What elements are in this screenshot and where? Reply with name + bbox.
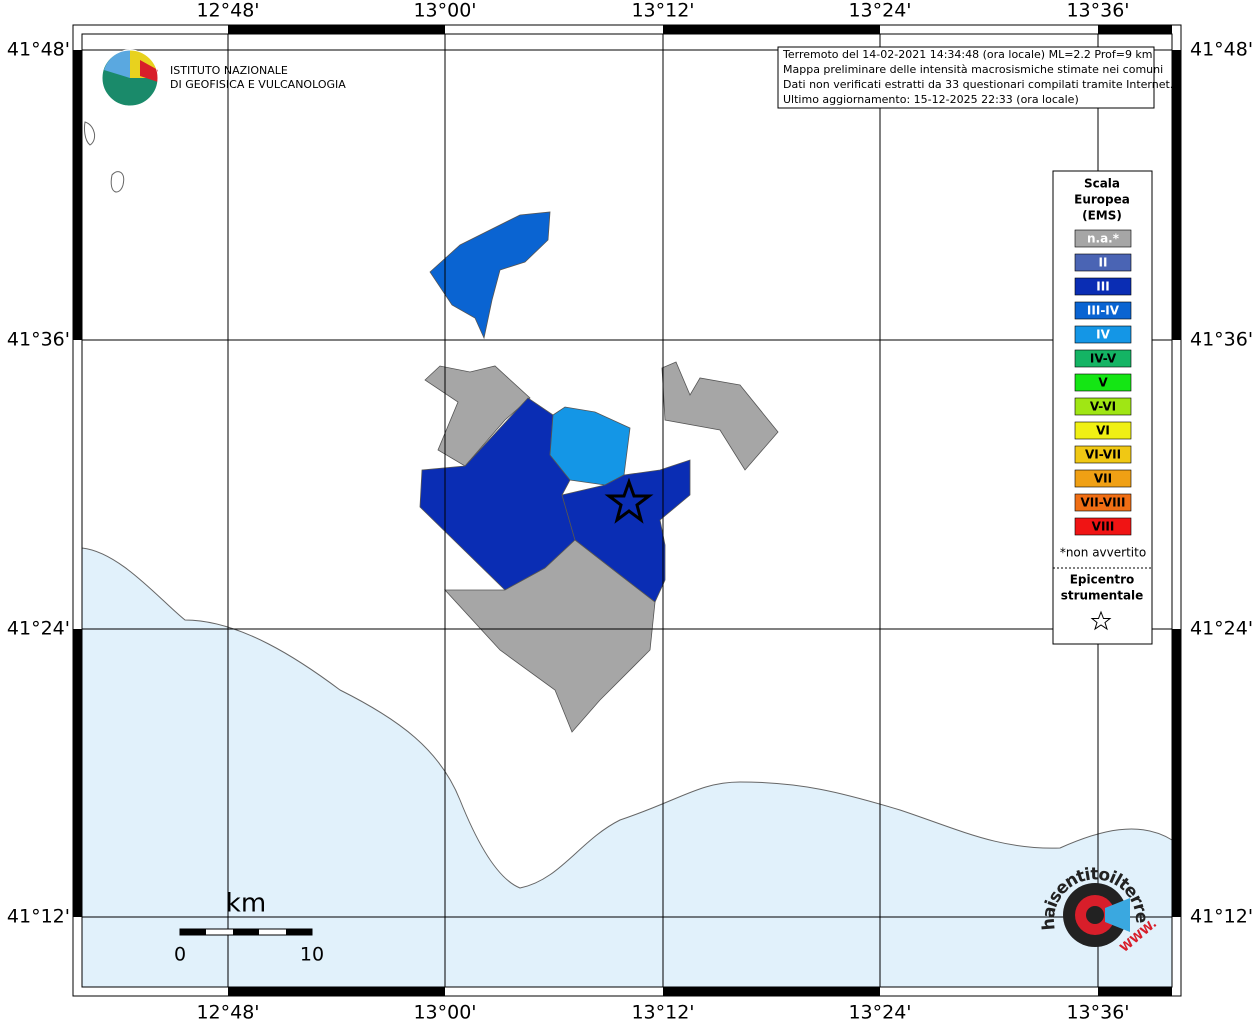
info-box: Terremoto del 14-02-2021 14:34:48 (ora l…: [777, 46, 1173, 109]
sea: [81, 547, 1173, 988]
legend-label: IV: [1096, 328, 1110, 342]
legend-label: V-VI: [1090, 400, 1116, 414]
lon-label: 12°48': [196, 0, 259, 22]
legend-swatch: [1074, 493, 1132, 512]
legend-note: *non avvertito: [1060, 546, 1146, 560]
lat-label: 41°24': [1190, 618, 1253, 640]
lon-label: 13°12': [631, 1002, 694, 1024]
legend-label: VI-VII: [1085, 448, 1121, 462]
lat-label: 41°24': [7, 618, 70, 640]
legend-title: Europea: [1074, 193, 1130, 207]
legend-swatch: [1074, 325, 1132, 344]
lat-label: 41°36': [7, 329, 70, 351]
lat-label: 41°12': [7, 906, 70, 928]
lon-label: 13°12': [631, 0, 694, 22]
info-line: Terremoto del 14-02-2021 14:34:48 (ora l…: [782, 48, 1153, 61]
legend: ScalaEuropea(EMS)n.a.*IIIIIIII-IVIVIV-VV…: [1052, 170, 1153, 645]
legend-label: IV-V: [1090, 352, 1117, 366]
island: [84, 121, 96, 146]
legend-epicenter-title: Epicentro: [1070, 573, 1135, 587]
logo: ISTITUTO NAZIONALE DI GEOFISICA E VULCAN…: [101, 49, 346, 107]
lat-label: 41°36': [1190, 329, 1253, 351]
scale-label: 0: [174, 944, 186, 966]
legend-label: III: [1096, 280, 1109, 294]
axis-labels: 12°48' 12°48' 13°00' 13°00' 13°12' 13°12' 13°2…: [7, 0, 1253, 1024]
legend-swatch: [1074, 517, 1132, 536]
frame: [72, 24, 1182, 997]
legend-label: VI: [1096, 424, 1110, 438]
info-line: Mappa preliminare delle intensità macros…: [783, 63, 1163, 76]
legend-label: II: [1099, 256, 1108, 270]
legend-swatch: [1074, 445, 1132, 464]
municipalities: [419, 211, 779, 733]
island: [110, 171, 125, 193]
legend-swatch: [1074, 301, 1132, 320]
municipality: [429, 211, 551, 340]
lon-label: 13°36': [1066, 0, 1129, 22]
legend-swatch: [1074, 469, 1132, 488]
lat-label: 41°48': [7, 39, 70, 61]
lon-label: 12°48': [196, 1002, 259, 1024]
legend-epicenter-star: [1090, 610, 1112, 631]
legend-label: III-IV: [1087, 304, 1120, 318]
municipality: [661, 361, 779, 471]
legend-title: Scala: [1084, 177, 1120, 191]
legend-swatch: [1074, 229, 1132, 248]
info-line: Ultimo aggiornamento: 15-12-2025 22:33 (…: [783, 93, 1079, 106]
legend-swatch: [1074, 253, 1132, 272]
legend-label: VII-VIII: [1080, 496, 1125, 510]
scale-unit: km: [226, 889, 266, 919]
scale-bar: km 0 10: [174, 889, 324, 966]
legend-swatch: [1074, 373, 1132, 392]
info-line: Dati non verificati estratti da 33 quest…: [783, 78, 1173, 91]
epicenter: [604, 477, 654, 524]
lon-label: 13°36': [1066, 1002, 1129, 1024]
lat-label: 41°48': [1190, 39, 1253, 61]
lon-label: 13°24': [848, 0, 911, 22]
legend-label: VIII: [1092, 520, 1115, 534]
legend-swatch: [1074, 277, 1132, 296]
lon-label: 13°24': [848, 1002, 911, 1024]
graticule: [82, 34, 1172, 987]
municipality: [444, 539, 656, 733]
legend-epicenter-title: strumentale: [1061, 589, 1144, 603]
info-frame: [777, 46, 1155, 109]
legend-swatch: [1074, 421, 1132, 440]
legend-swatch: [1074, 397, 1132, 416]
legend-label: V: [1098, 376, 1108, 390]
legend-label: n.a.*: [1087, 232, 1120, 246]
institute-name: ISTITUTO NAZIONALE: [170, 64, 288, 77]
scale-label: 10: [300, 944, 324, 966]
legend-title: (EMS): [1082, 209, 1122, 223]
lon-label: 13°00': [413, 0, 476, 22]
lon-label: 13°00': [413, 1002, 476, 1024]
legend-label: VII: [1094, 472, 1112, 486]
institute-name: DI GEOFISICA E VULCANOLOGIA: [170, 78, 346, 91]
legend-swatch: [1074, 349, 1132, 368]
lat-label: 41°12': [1190, 906, 1253, 928]
